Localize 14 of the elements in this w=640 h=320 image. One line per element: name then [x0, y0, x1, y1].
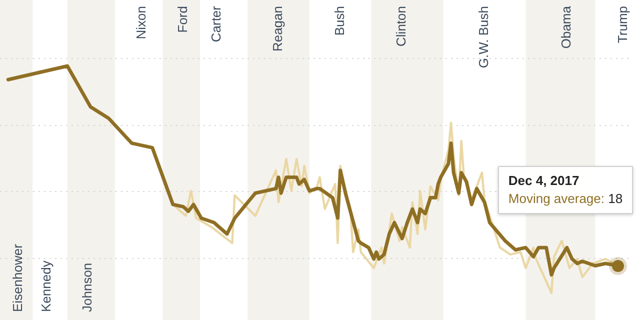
x-tick-label: Reagan — [270, 6, 286, 52]
x-tick-label: G.W. Bush — [476, 6, 492, 68]
x-tick-label: Trump — [615, 6, 630, 44]
x-tick-label: Obama — [558, 5, 574, 49]
x-tick-label: Ford — [174, 6, 190, 33]
x-tick-label: Carter — [208, 5, 224, 42]
x-tick-label: Clinton — [394, 6, 409, 46]
x-tick-label: Johnson — [80, 262, 95, 312]
x-tick-label: Nixon — [134, 6, 149, 40]
x-tick-label: Kennedy — [38, 260, 54, 312]
annotation: Dec 4, 2017 — [508, 172, 580, 190]
x-tick-label: Bush — [332, 6, 347, 36]
x-tick-label: Eisenhower — [10, 243, 26, 312]
annotation: Moving average: 18 — [508, 190, 623, 206]
